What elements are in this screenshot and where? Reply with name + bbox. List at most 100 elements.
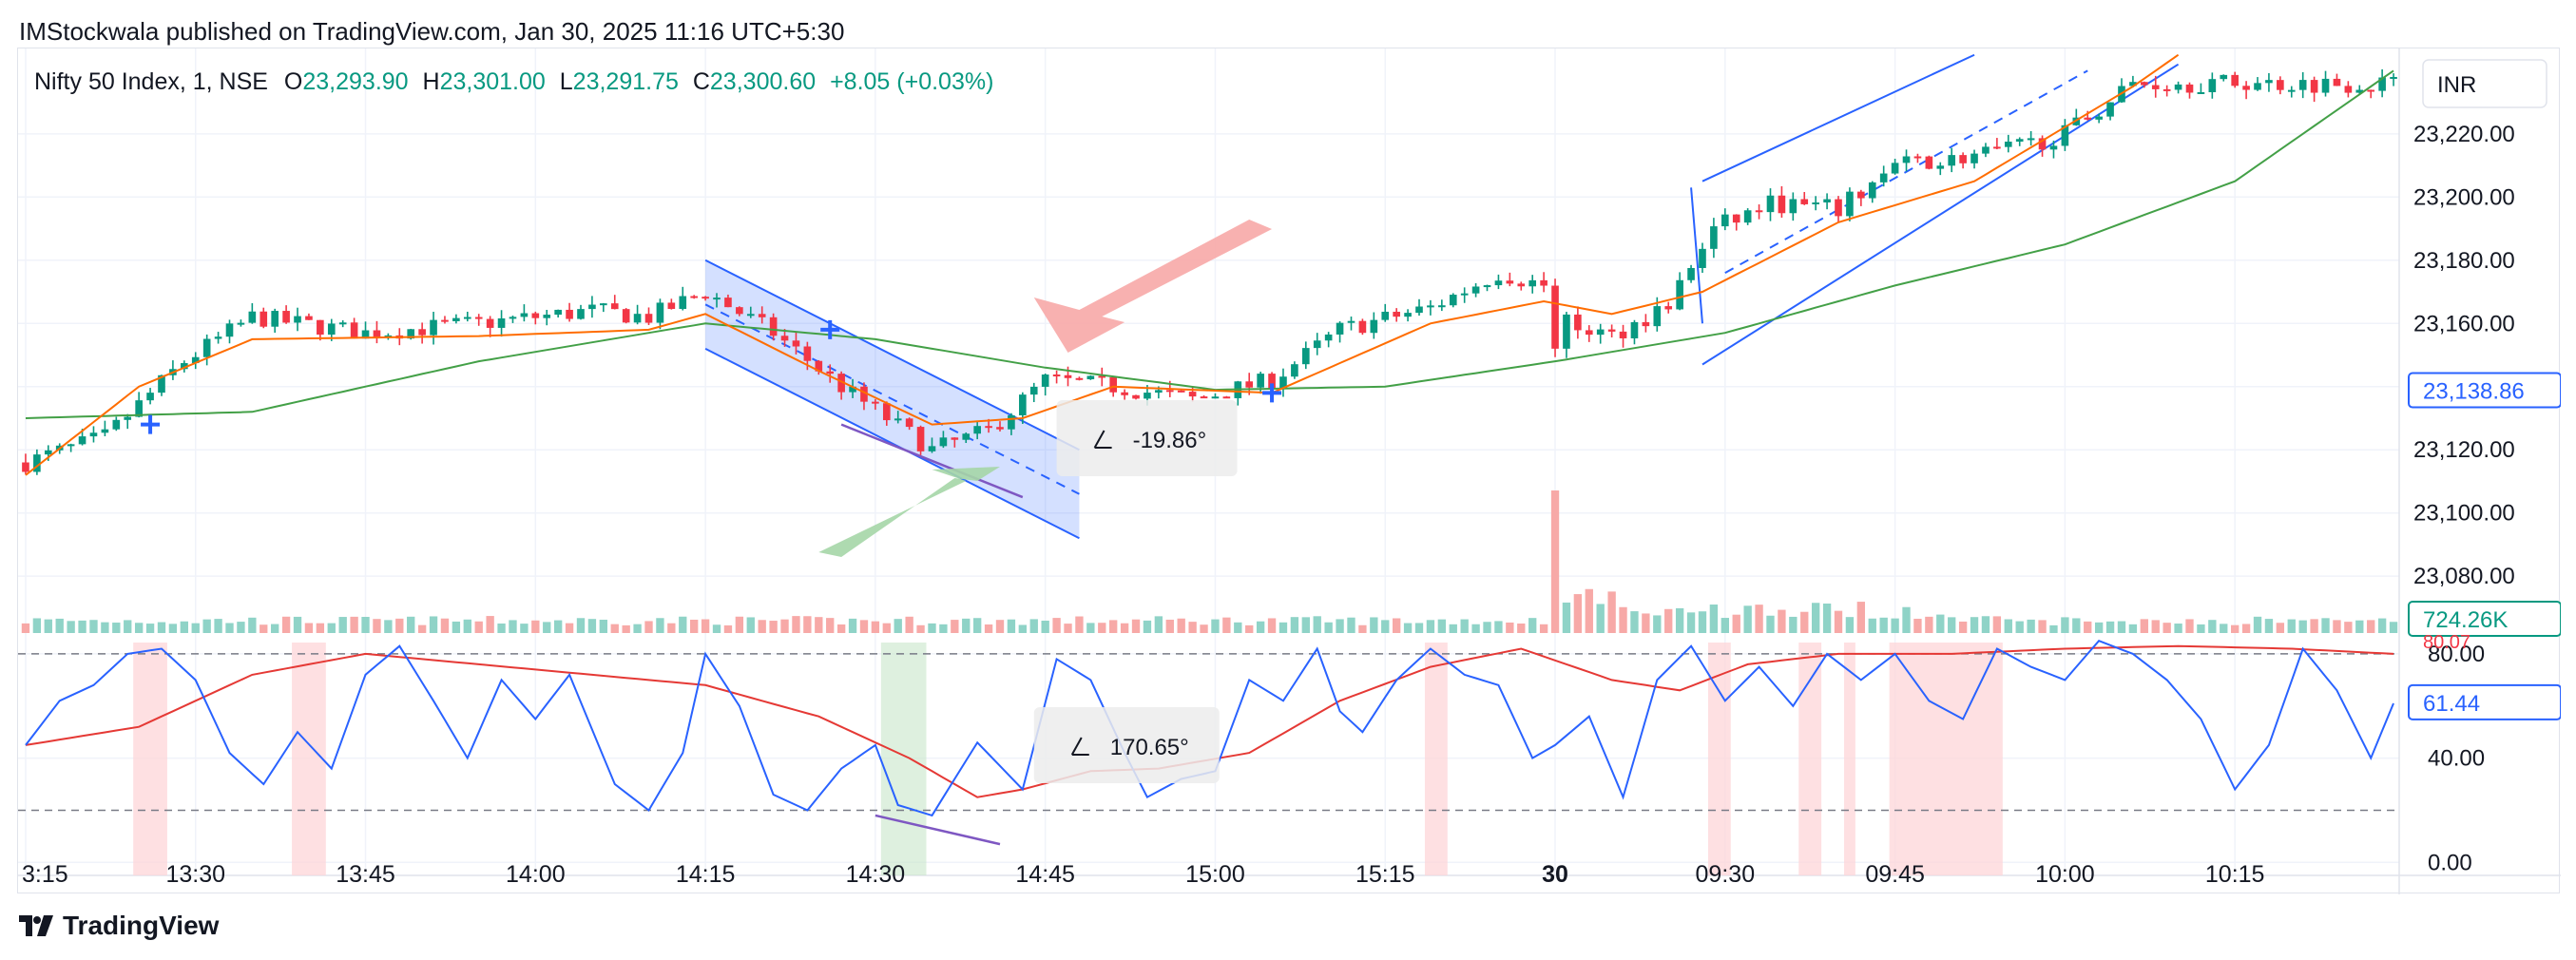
candle-body	[2333, 78, 2341, 86]
candle-body	[2367, 89, 2375, 92]
low-label: L	[559, 68, 573, 95]
candle-body	[2220, 74, 2228, 80]
candle-body	[746, 314, 755, 317]
volume-bar	[1131, 619, 1141, 633]
volume-bar	[859, 620, 869, 633]
candle-body	[112, 419, 121, 430]
candle-body	[690, 296, 698, 298]
candle-body	[1982, 146, 1990, 154]
volume-bar	[1550, 490, 1560, 633]
time-tick-label: 3:15	[22, 861, 68, 888]
candle-body	[1574, 314, 1582, 331]
time-tick-label: 09:30	[1696, 861, 1756, 888]
candle-body	[1835, 199, 1842, 217]
candle-body	[713, 298, 721, 300]
volume-bar	[2344, 622, 2353, 633]
candle-body	[248, 311, 257, 323]
volume-bar	[2094, 622, 2104, 633]
candle-body	[2254, 83, 2261, 90]
candle-body	[2242, 86, 2250, 90]
open-label: O	[283, 68, 303, 95]
candle-body	[158, 374, 165, 394]
volume-bar	[1052, 618, 1061, 633]
candle-body	[2027, 138, 2035, 141]
close-value: 23,300.60	[709, 68, 817, 95]
last-price-tag-box	[2408, 372, 2561, 409]
volume-bar	[157, 622, 166, 633]
candle-body	[736, 307, 743, 315]
candle-body	[780, 336, 789, 341]
volume-bar	[2367, 620, 2375, 633]
candle-body	[1029, 386, 1038, 395]
volume-bar	[1879, 617, 1888, 633]
volume-bar	[610, 624, 619, 633]
volume-bar	[2072, 618, 2081, 633]
candle-body	[849, 386, 856, 393]
candle-body	[407, 329, 415, 339]
time-tick-label: 15:15	[1355, 861, 1415, 888]
channel-angle-label: -19.86°	[1133, 428, 1207, 453]
candle-body	[1948, 155, 1956, 166]
volume-bar	[1970, 617, 1979, 633]
candle-body	[656, 302, 664, 323]
rsi-tick-label: 40.00	[2428, 746, 2485, 772]
candle-body	[724, 298, 732, 308]
volume-bar	[1562, 602, 1571, 633]
candle-body	[905, 418, 913, 428]
candle-body	[2095, 116, 2103, 120]
candle-body	[260, 311, 268, 327]
candle-body	[1358, 320, 1367, 334]
candle-body	[89, 432, 98, 437]
candle-body	[1393, 311, 1400, 317]
volume-bar	[622, 624, 630, 633]
candle-body	[644, 314, 653, 323]
time-tick-label: 14:15	[676, 861, 736, 888]
volume-bar	[2264, 619, 2274, 633]
crosshair-marker-icon	[141, 414, 161, 434]
candle-body	[2310, 80, 2318, 93]
chart-canvas[interactable]: -19.86° 170.65° 23,080.00 23,100.00 23,120.…	[18, 48, 2561, 894]
volume-bar	[1109, 620, 1118, 633]
volume-bar	[1313, 616, 1321, 633]
rsi-ma-value-tag: 80.07	[2423, 632, 2470, 653]
volume-bar	[656, 618, 664, 633]
chart-frame[interactable]: -19.86° 170.65° 23,080.00 23,100.00 23,120.…	[17, 48, 2561, 894]
candle-body	[1868, 182, 1876, 199]
volume-tag: 724.26K	[2423, 607, 2508, 633]
candle-body	[1913, 156, 1922, 159]
currency-badge	[2422, 59, 2547, 108]
candle-body	[509, 317, 517, 319]
volume-bar	[1517, 624, 1526, 633]
volume-bar	[1154, 616, 1163, 633]
candle-body	[2287, 89, 2296, 92]
volume-bar	[89, 620, 98, 633]
volume-bar	[1585, 588, 1593, 633]
volume-bar	[928, 623, 936, 633]
volume-bar	[1007, 619, 1016, 633]
volume-bar	[1868, 618, 1876, 633]
volume-bar	[701, 619, 710, 633]
volume-bar	[871, 621, 880, 633]
tradingview-brand[interactable]: TradingView	[19, 911, 219, 941]
candle-body	[985, 426, 992, 429]
crosshair-marker-icon	[1262, 383, 1282, 403]
volume-bar	[2321, 618, 2330, 633]
rsi-oversold-zone	[880, 643, 927, 875]
volume-bar	[225, 623, 234, 633]
ascending-channel-edge	[1690, 187, 1703, 324]
candle-body	[1075, 377, 1084, 380]
volume-bar	[2241, 624, 2251, 633]
candle-body	[1460, 293, 1469, 296]
candle-body	[1925, 156, 1933, 169]
candle-body	[271, 311, 279, 327]
volume-bar	[2049, 624, 2058, 633]
volume-bar	[2128, 624, 2138, 633]
volume-bar	[44, 619, 52, 633]
high-value: 23,301.00	[439, 68, 546, 95]
volume-bar	[2253, 616, 2262, 633]
candle-body	[474, 317, 483, 319]
volume-bar	[1686, 612, 1696, 633]
volume-bar	[2377, 618, 2387, 633]
time-tick-label: 14:45	[1015, 861, 1075, 888]
candle-body	[1155, 390, 1163, 394]
